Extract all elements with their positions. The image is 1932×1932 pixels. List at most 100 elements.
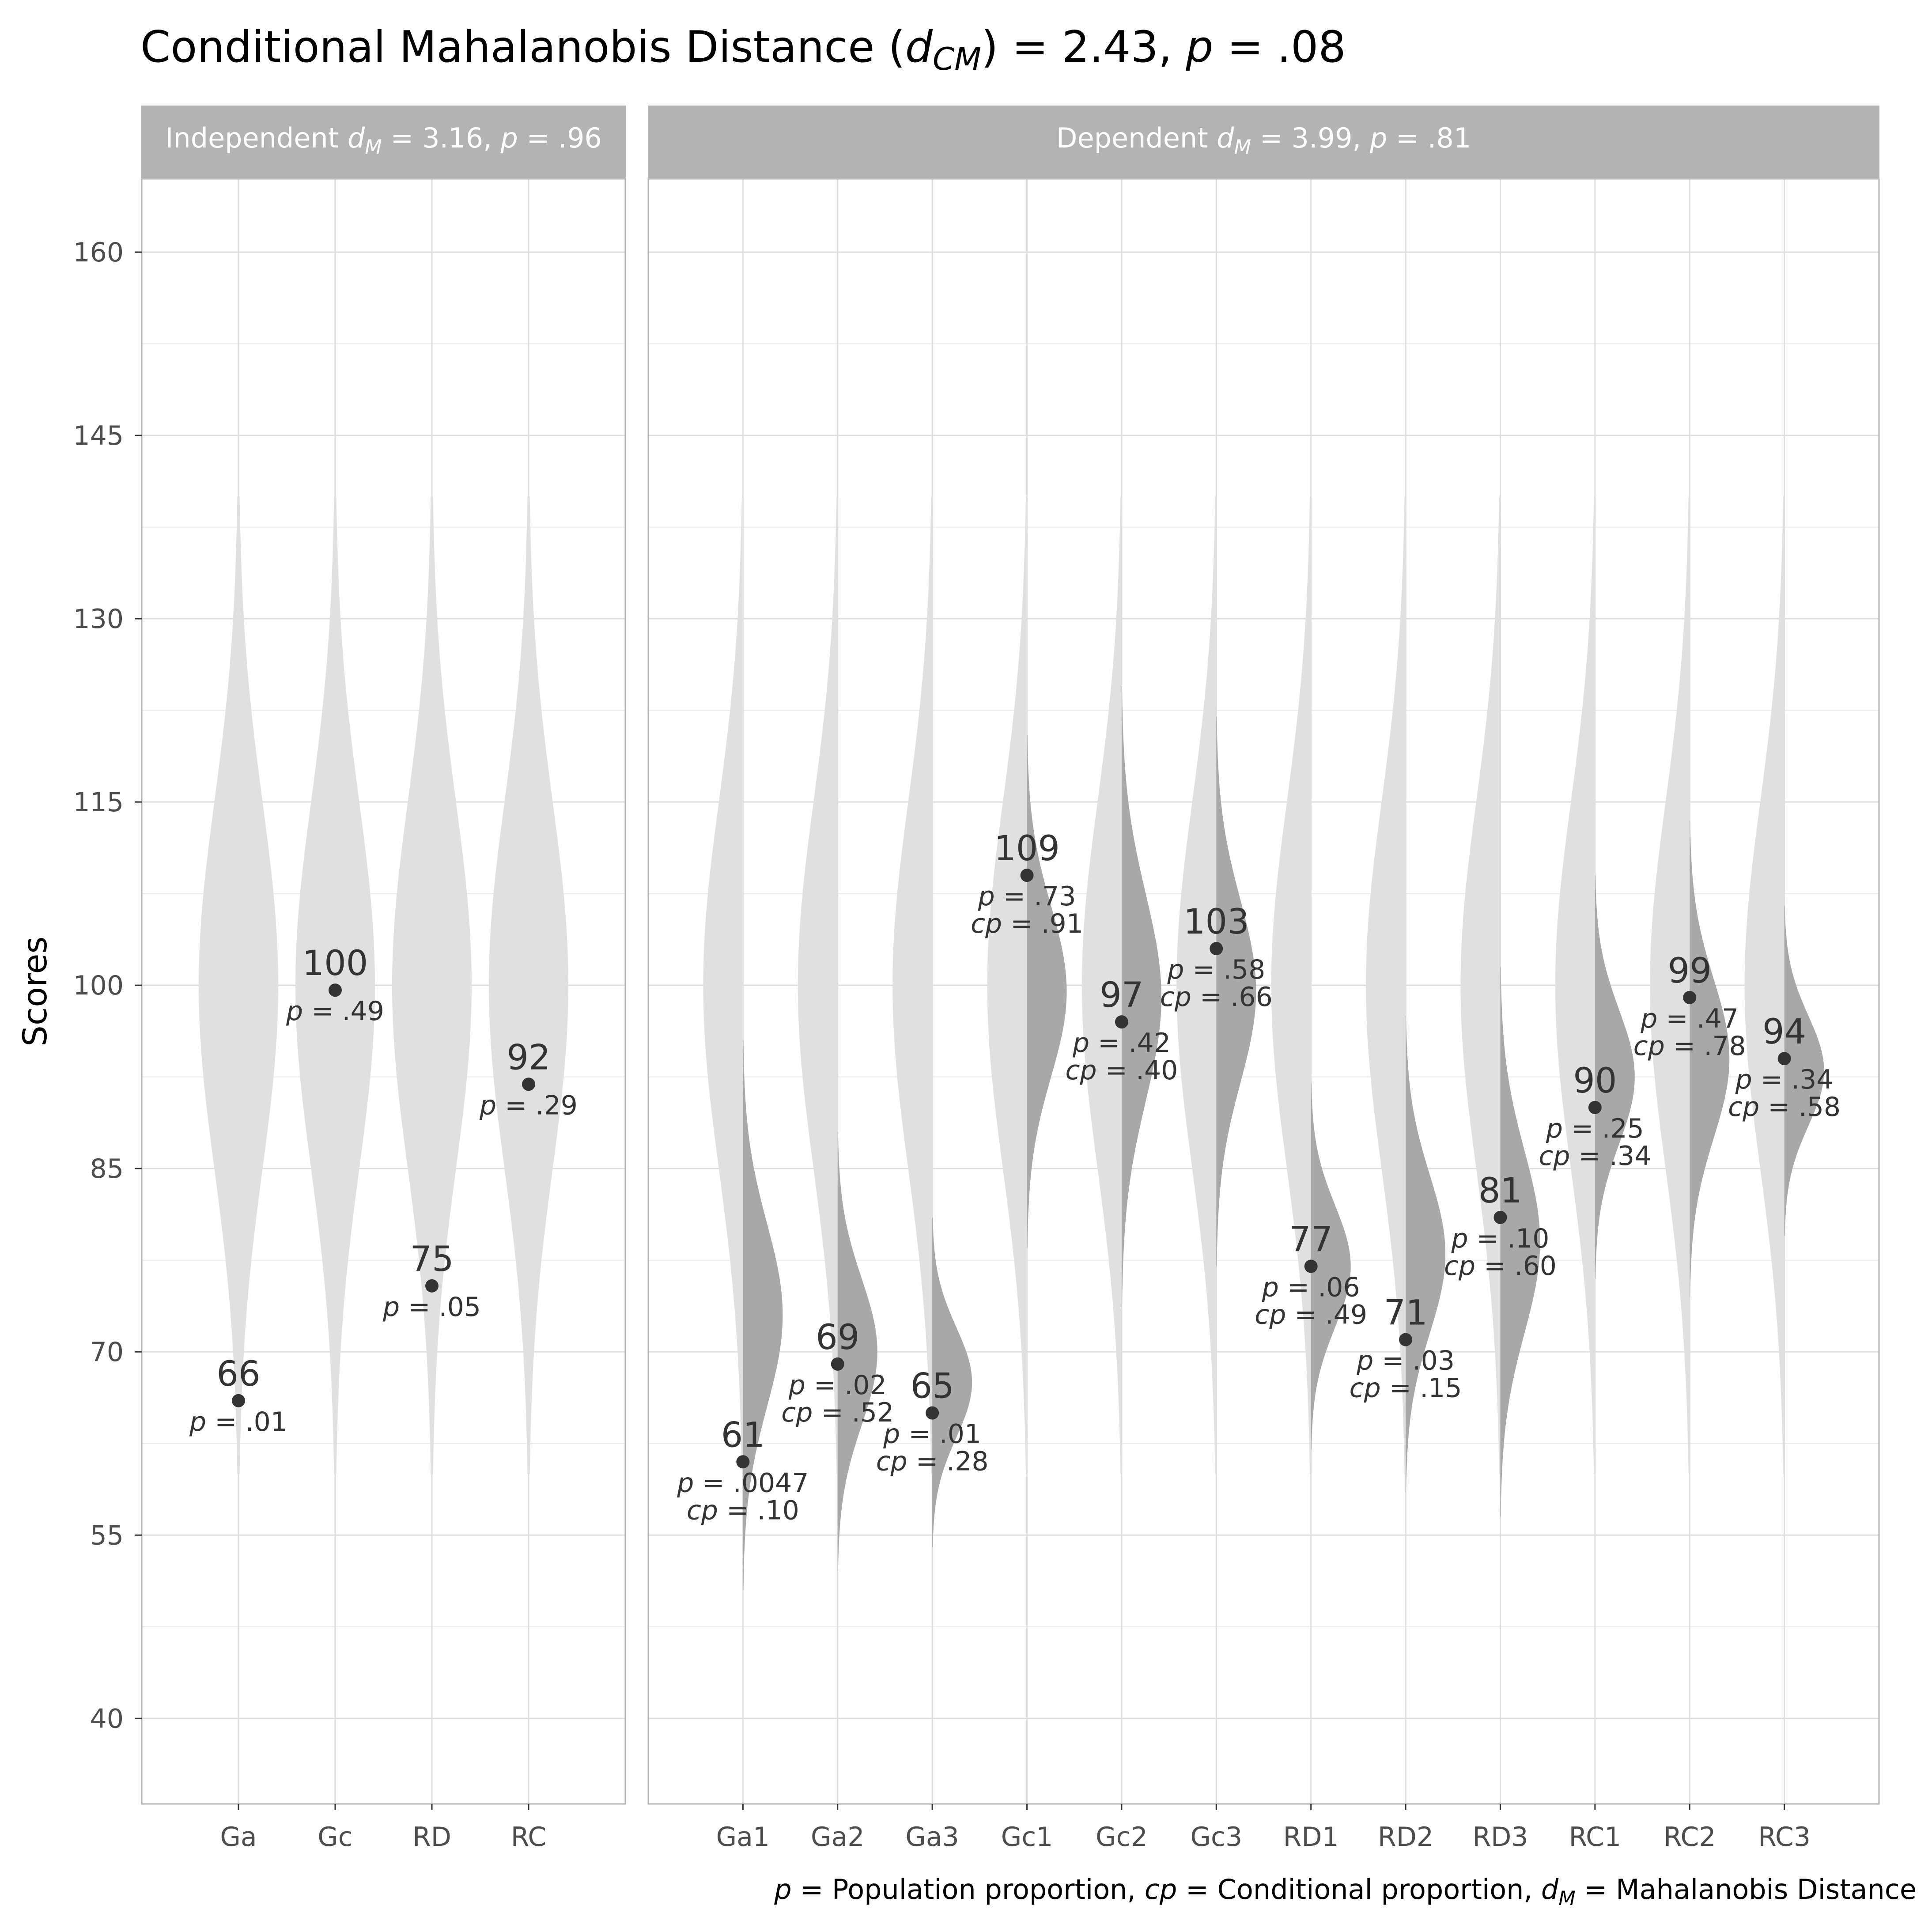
- conditional-violin-Gc3: [1216, 716, 1256, 1267]
- y-tick-label: 130: [73, 604, 124, 635]
- score-point-RC: [522, 1078, 535, 1091]
- chart-title: Conditional Mahalanobis Distance (dCM) =…: [140, 22, 1346, 77]
- panel-strip: [141, 106, 626, 178]
- conditional-violin-RD1: [1311, 1083, 1351, 1450]
- cp-label-RC3: cp = .58: [1728, 1092, 1841, 1123]
- score-point-Gc1: [1020, 869, 1034, 882]
- conditional-violin-Gc1: [1027, 734, 1067, 1248]
- violin-RC3: [1744, 496, 1785, 1474]
- y-tick-label: 100: [73, 970, 124, 1001]
- cp-label-Gc2: cp = .40: [1065, 1055, 1178, 1086]
- conditional-violin-RD3: [1500, 967, 1540, 1517]
- score-point-RC3: [1777, 1052, 1791, 1066]
- p-label-Ga3: p = .01: [883, 1419, 981, 1450]
- score-point-RD2: [1399, 1333, 1413, 1346]
- conditional-violin-Gc2: [1121, 686, 1161, 1309]
- p-label-Gc: p = .49: [286, 996, 384, 1027]
- violin-Gc1: [987, 496, 1027, 1474]
- x-tick-label-Gc3: Gc3: [1190, 1822, 1242, 1853]
- violin-RD3: [1460, 496, 1501, 1474]
- p-label-Gc1: p = .73: [978, 881, 1076, 912]
- cp-label-Gc3: cp = .66: [1160, 982, 1273, 1013]
- p-label-Ga2: p = .02: [788, 1370, 887, 1401]
- cp-label-Ga1: cp = .10: [687, 1495, 799, 1526]
- cp-label-Ga3: cp = .28: [876, 1446, 989, 1477]
- y-tick-label: 145: [73, 420, 124, 451]
- conditional-violin-Ga3: [932, 1217, 972, 1547]
- score-label-RC: 92: [507, 1038, 550, 1078]
- conditional-violin-RD2: [1406, 1016, 1446, 1493]
- cp-label-RD2: cp = .15: [1350, 1373, 1462, 1404]
- score-point-RD: [425, 1279, 439, 1293]
- conditional-violin-Ga1: [743, 1040, 783, 1590]
- score-point-Ga1: [736, 1455, 750, 1469]
- conditional-violin-RC2: [1690, 820, 1730, 1297]
- cp-label-RD3: cp = .60: [1444, 1251, 1557, 1282]
- x-tick-label-RD2: RD2: [1378, 1822, 1433, 1853]
- panel-border: [647, 178, 1880, 1805]
- violin-RD1: [1271, 496, 1311, 1474]
- y-tick-label: 40: [90, 1703, 124, 1734]
- panel-strip: [648, 106, 1879, 178]
- score-label-RC2: 99: [1668, 951, 1712, 991]
- score-point-Ga2: [831, 1357, 844, 1371]
- x-tick-label-RD3: RD3: [1472, 1822, 1528, 1853]
- score-label-Gc: 100: [302, 944, 368, 983]
- y-tick-label: 70: [90, 1337, 124, 1368]
- score-label-Ga2: 69: [816, 1318, 859, 1357]
- chart-caption: p = Population proportion, cp = Conditio…: [774, 1873, 1917, 1910]
- score-label-RD: 75: [410, 1240, 454, 1279]
- conditional-violin-RC1: [1595, 875, 1635, 1279]
- p-label-Ga1: p = .0047: [677, 1467, 809, 1498]
- cp-label-Gc1: cp = .91: [971, 908, 1083, 939]
- x-tick-label-RD: RD: [412, 1822, 451, 1853]
- score-point-RC1: [1588, 1100, 1602, 1114]
- score-point-RD1: [1304, 1259, 1318, 1273]
- y-axis-label: Scores: [15, 936, 54, 1046]
- x-tick-label-RC3: RC3: [1758, 1822, 1811, 1853]
- violin-RC2: [1650, 496, 1690, 1474]
- score-label-RD1: 77: [1289, 1220, 1333, 1260]
- violin-Ga1: [703, 496, 743, 1474]
- score-label-RD2: 71: [1384, 1293, 1427, 1333]
- cp-label-RC2: cp = .78: [1633, 1031, 1746, 1062]
- x-tick-label-RC1: RC1: [1569, 1822, 1621, 1853]
- panel-strip-label: Dependent dM = 3.99, p = .81: [1056, 122, 1471, 159]
- p-label-RC2: p = .47: [1640, 1003, 1739, 1034]
- score-label-RC3: 94: [1762, 1012, 1806, 1052]
- x-tick-label-Ga3: Ga3: [905, 1822, 959, 1853]
- score-point-RD3: [1493, 1210, 1507, 1224]
- conditional-violin-RC3: [1784, 906, 1824, 1236]
- violin-Gc3: [1176, 496, 1217, 1474]
- cp-label-RD1: cp = .49: [1255, 1300, 1367, 1331]
- score-label-RD3: 81: [1478, 1171, 1522, 1211]
- p-label-RD: p = .05: [382, 1292, 481, 1323]
- panel-border: [141, 178, 626, 1805]
- x-tick-label-Ga: Ga: [220, 1822, 257, 1853]
- score-point-Gc: [329, 983, 342, 997]
- panel-strip-label: Independent dM = 3.16, p = .96: [165, 122, 602, 159]
- score-label-Ga1: 61: [721, 1415, 765, 1455]
- score-point-Ga3: [926, 1406, 939, 1420]
- cp-label-Ga2: cp = .52: [781, 1397, 894, 1428]
- x-tick-label-RC2: RC2: [1664, 1822, 1716, 1853]
- score-point-Gc3: [1210, 942, 1223, 956]
- x-tick-label-RC: RC: [511, 1822, 547, 1853]
- p-label-RD3: p = .10: [1451, 1223, 1549, 1254]
- x-tick-label-Gc1: Gc1: [1001, 1822, 1053, 1853]
- violin-RD: [392, 496, 472, 1474]
- score-point-Ga: [232, 1394, 245, 1407]
- violin-Ga3: [892, 496, 933, 1474]
- y-tick-label: 55: [90, 1520, 124, 1551]
- x-tick-label-Ga2: Ga2: [811, 1822, 864, 1853]
- violin-Ga2: [798, 496, 838, 1474]
- x-tick-label-Gc: Gc: [318, 1822, 352, 1853]
- p-label-RC3: p = .34: [1735, 1064, 1834, 1095]
- p-label-Ga: p = .01: [189, 1406, 287, 1437]
- conditional-violin-Ga2: [837, 1132, 877, 1572]
- score-label-RC1: 90: [1573, 1061, 1617, 1101]
- score-label-Gc2: 97: [1100, 975, 1143, 1015]
- y-tick-label: 115: [73, 787, 124, 818]
- x-tick-label-RD1: RD1: [1283, 1822, 1339, 1853]
